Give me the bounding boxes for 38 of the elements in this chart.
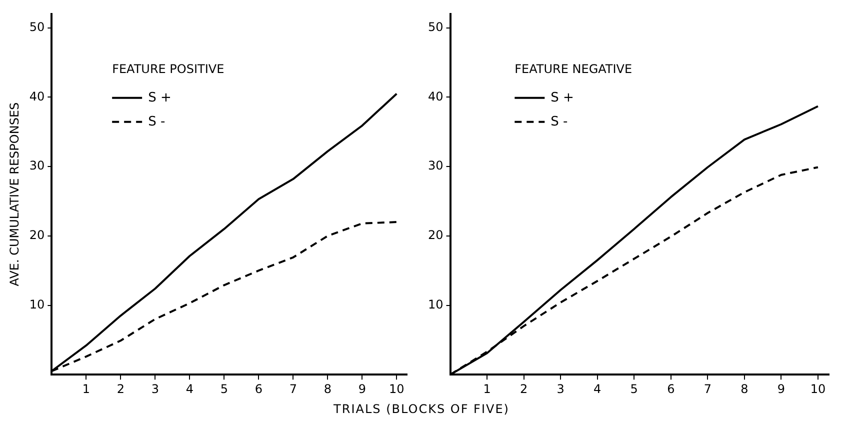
- y-tick-label: 40: [29, 89, 45, 104]
- legend-label: S +: [148, 90, 172, 106]
- x-tick-label: 6: [254, 382, 262, 396]
- y-tick-label: 10: [29, 297, 45, 312]
- x-tick-label: 9: [358, 382, 366, 396]
- x-tick-label: 1: [82, 382, 90, 396]
- y-tick-label: 30: [428, 158, 444, 173]
- x-tick-label: 6: [667, 382, 675, 396]
- y-tick-label: 10: [428, 297, 444, 312]
- y-tick-label: 50: [29, 20, 45, 34]
- text: FEATURE NEGATIVE: [514, 62, 632, 76]
- y-tick-label: 40: [428, 89, 444, 104]
- y-axis-title: AVE. CUMULATIVE RESPONSES: [7, 102, 22, 286]
- legend-label: S -: [148, 114, 166, 130]
- y-tick-label: 20: [29, 228, 45, 242]
- x-tick-label: 4: [594, 382, 602, 396]
- x-tick-label: 2: [116, 382, 124, 396]
- x-tick-label: 3: [151, 382, 159, 396]
- x-tick-label: 5: [220, 382, 228, 396]
- x-tick-label: 9: [777, 382, 786, 396]
- x-tick-label: 8: [740, 382, 748, 396]
- x-tick-label: 1: [483, 382, 491, 396]
- x-axis-title: TRIALS (BLOCKS OF FIVE): [332, 402, 510, 416]
- x-tick-label: 7: [289, 382, 297, 396]
- legend-label: S -: [550, 114, 568, 130]
- x-tick-label: 4: [186, 382, 194, 396]
- legend-label: S +: [550, 90, 574, 106]
- x-tick-label: 5: [630, 382, 638, 396]
- x-tick-label: 8: [324, 382, 332, 396]
- x-tick-label: 10: [389, 382, 404, 396]
- y-tick-label: 50: [428, 20, 444, 34]
- y-tick-label: 20: [428, 228, 444, 242]
- text: FEATURE POSITIVE: [112, 62, 224, 76]
- y-tick-label: 30: [29, 158, 45, 173]
- x-tick-label: 3: [556, 382, 564, 396]
- x-tick-label: 10: [810, 382, 826, 396]
- x-tick-label: 2: [520, 382, 528, 396]
- x-tick-label: 7: [704, 382, 712, 396]
